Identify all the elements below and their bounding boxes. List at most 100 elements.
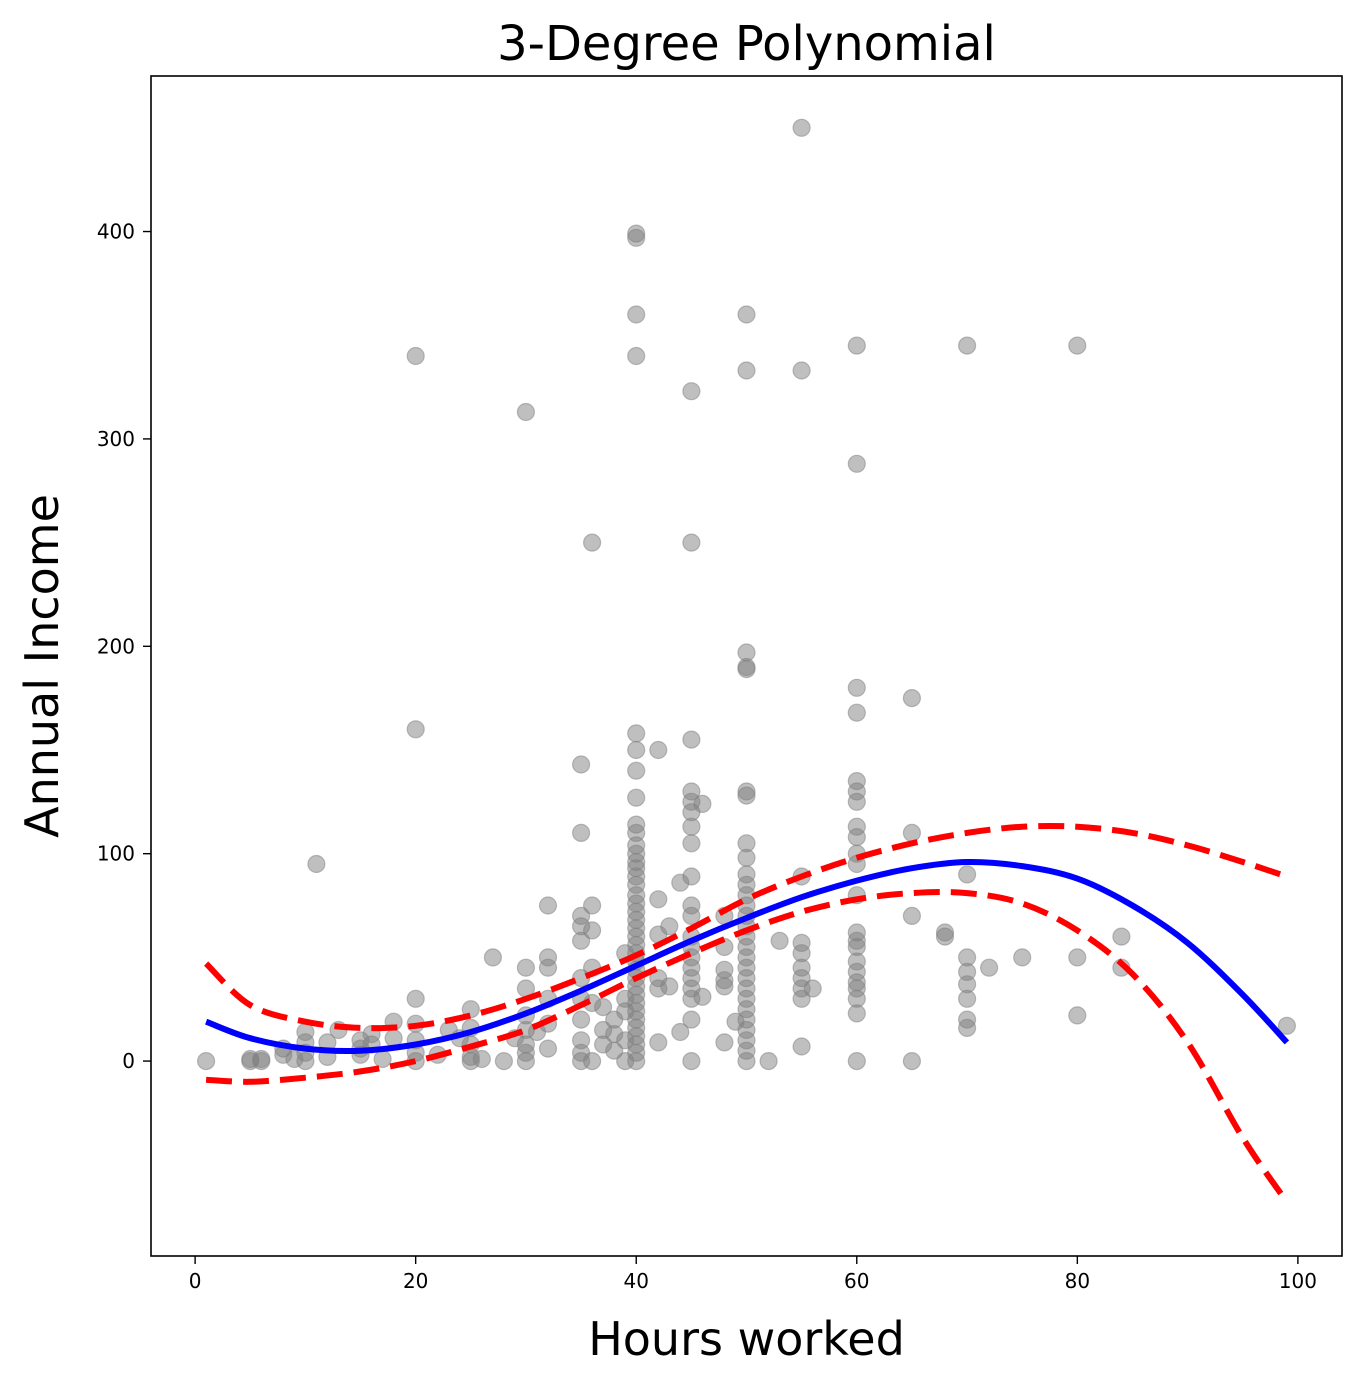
scatter-point <box>252 1051 271 1071</box>
plot-frame <box>150 75 1343 1257</box>
lower-confidence-line <box>205 889 1290 1204</box>
chart-title: 3-Degree Polynomial <box>497 16 996 72</box>
scatter-point <box>406 989 425 1008</box>
scatter-point <box>593 997 613 1017</box>
scatter-point <box>902 906 922 926</box>
scatter-point <box>627 1051 646 1071</box>
scatter-point <box>682 817 701 836</box>
scatter-point <box>902 1051 922 1071</box>
scatter-point <box>792 118 811 137</box>
y-axis-label: Annual Income <box>15 494 69 838</box>
scatter-point <box>693 987 712 1006</box>
scatter-point <box>538 1039 558 1058</box>
scatter-point <box>649 740 668 760</box>
scatter-point <box>571 1010 591 1029</box>
scatter-point <box>737 848 756 867</box>
scatter-point <box>516 958 536 977</box>
scatter-point <box>693 794 712 814</box>
scatter-point <box>627 305 646 324</box>
scatter-point <box>571 823 591 843</box>
scatter-point <box>682 867 701 886</box>
scatter-point <box>737 786 756 805</box>
scatter-point <box>627 761 646 780</box>
scatter-point <box>957 1018 977 1038</box>
scatter-point <box>582 533 602 552</box>
scatter-point <box>682 906 701 926</box>
scatter-point <box>847 827 866 847</box>
scatter-point <box>847 792 866 811</box>
scatter-point <box>770 931 789 950</box>
scatter-point <box>627 788 646 807</box>
x-tick-label: 20 <box>403 1269 428 1293</box>
scatter-point <box>406 720 425 739</box>
scatter-point <box>902 688 922 708</box>
scatter-point <box>627 346 646 366</box>
x-tick-label: 100 <box>1279 1269 1317 1293</box>
scatter-point <box>1068 948 1087 967</box>
scatter-point <box>847 336 866 355</box>
scatter-point <box>660 977 679 996</box>
scatter-point <box>715 977 734 996</box>
x-tick-label: 0 <box>189 1269 202 1293</box>
scatter-point <box>1068 336 1087 355</box>
scatter-point <box>671 1022 690 1042</box>
scatter-point <box>737 659 756 679</box>
scatter-point <box>847 678 866 697</box>
scatter-point <box>1068 1006 1087 1025</box>
scatter-point <box>957 865 977 884</box>
scatter-point <box>627 740 646 760</box>
axes: 0 20 40 60 80 100 0 100 200 300 400 <box>97 220 1317 1293</box>
scatter-point <box>296 1022 315 1042</box>
scatter-point <box>682 533 701 552</box>
scatter-points <box>197 118 1297 1071</box>
scatter-point <box>582 1051 602 1071</box>
scatter-point <box>792 1037 811 1056</box>
scatter-point <box>373 1049 392 1069</box>
scatter-point <box>1277 1016 1297 1035</box>
scatter-point <box>1112 927 1131 946</box>
scatter-point <box>737 305 756 324</box>
scatter-point <box>516 1051 536 1071</box>
scatter-point <box>737 361 756 380</box>
scatter-point <box>847 703 866 722</box>
scatter-point <box>957 989 977 1008</box>
scatter-point <box>649 890 668 909</box>
scatter-point <box>682 730 701 749</box>
scatter-point <box>571 931 591 950</box>
y-tick-label: 300 <box>97 427 135 451</box>
scatter-point <box>935 927 955 946</box>
scatter-point <box>307 854 326 874</box>
upper-confidence-line <box>203 822 1288 1032</box>
scatter-point <box>605 1041 624 1060</box>
fitted-polynomial-line <box>205 858 1290 1054</box>
scatter-point <box>494 1051 513 1071</box>
fit-lines <box>203 822 1290 1204</box>
scatter-point <box>682 1051 701 1071</box>
scatter-point <box>979 958 999 977</box>
scatter-point <box>627 228 646 247</box>
scatter-point <box>682 834 701 853</box>
scatter-point <box>715 1033 734 1052</box>
y-tick-label: 200 <box>97 634 135 658</box>
scatter-point <box>571 755 591 774</box>
scatter-point <box>682 382 701 401</box>
scatter-point <box>582 896 602 915</box>
y-tick-label: 100 <box>97 842 135 866</box>
scatter-point <box>847 1051 866 1071</box>
scatter-point <box>472 1049 491 1069</box>
scatter-point <box>197 1051 216 1071</box>
scatter-point <box>682 1010 701 1029</box>
scatter-point <box>792 361 811 380</box>
y-tick-label: 400 <box>97 220 135 244</box>
scatter-point <box>649 1033 668 1052</box>
scatter-point <box>737 1051 756 1071</box>
scatter-point <box>847 1004 866 1023</box>
scatter-point <box>406 346 425 366</box>
scatter-point <box>792 989 811 1008</box>
scatter-point <box>538 896 558 915</box>
scatter-point <box>660 917 679 936</box>
scatter-point <box>538 958 558 977</box>
scatter-point <box>759 1051 778 1071</box>
x-tick-label: 40 <box>623 1269 648 1293</box>
